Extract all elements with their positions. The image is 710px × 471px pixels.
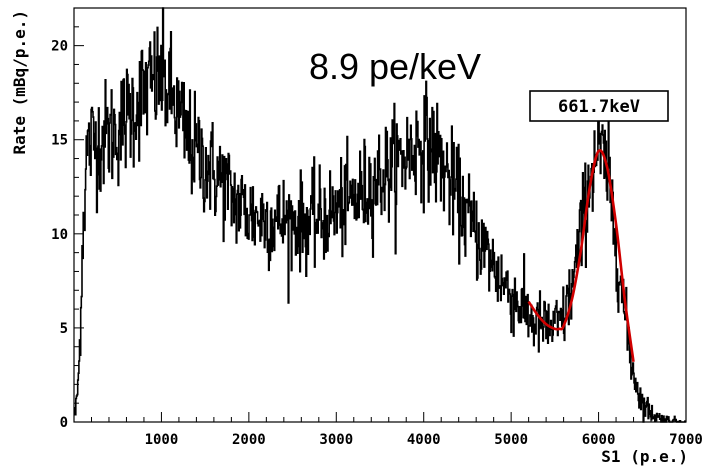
- light-yield-annotation: 8.9 pe/keV: [309, 46, 481, 87]
- x-tick-label: 4000: [407, 432, 441, 448]
- x-tick-label: 2000: [232, 432, 266, 448]
- y-axis-title: Rate (mBq/p.e.): [10, 10, 29, 155]
- y-tick-label: 15: [51, 133, 68, 149]
- fit-curve-series: [527, 149, 635, 362]
- y-tick-label: 10: [51, 227, 68, 243]
- x-tick-label: 5000: [494, 432, 528, 448]
- y-tick-label: 0: [60, 415, 68, 431]
- energy-label-box: [529, 90, 669, 122]
- x-tick-label: 3000: [319, 432, 353, 448]
- x-tick-label: 6000: [582, 432, 616, 448]
- x-axis-title: S1 (p.e.): [601, 447, 688, 466]
- fit-curve: [527, 149, 635, 362]
- axes: 1000 2000 3000 4000 5000 6000 7000 0 5 10 15 20: [51, 26, 703, 448]
- x-tick-label: 1000: [145, 432, 179, 448]
- x-tick-label: 7000: [669, 432, 703, 448]
- energy-label: 661.7keV: [558, 97, 640, 117]
- y-tick-label: 20: [51, 39, 68, 55]
- y-tick-label: 5: [60, 321, 68, 337]
